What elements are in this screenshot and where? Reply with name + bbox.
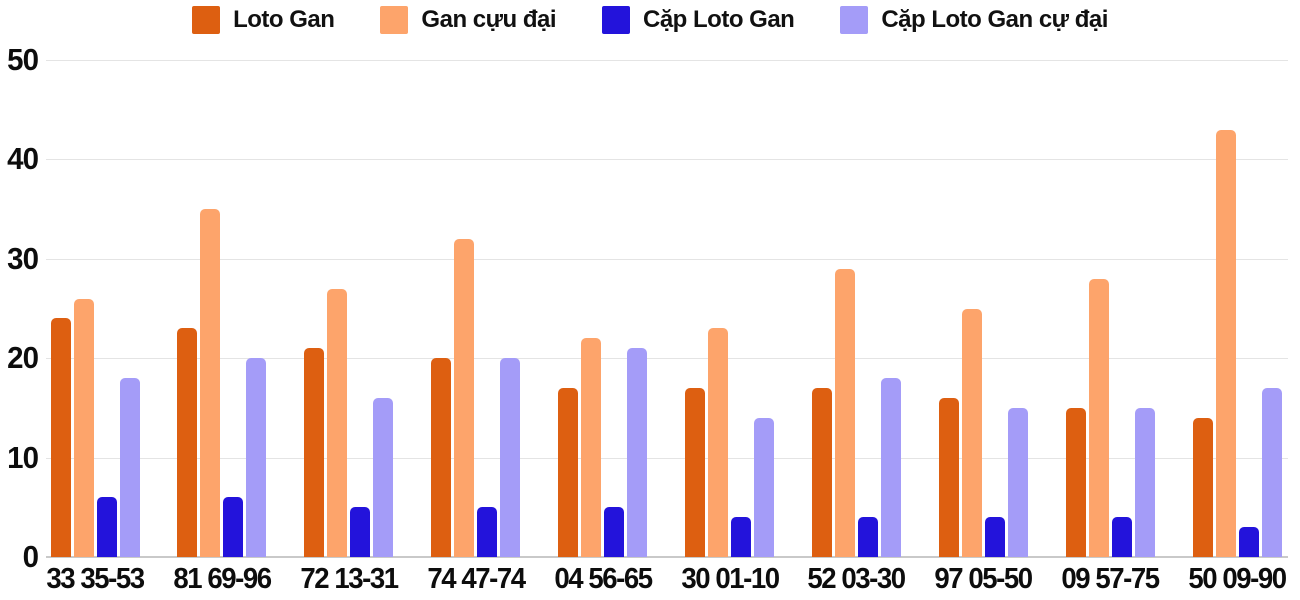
bar bbox=[581, 338, 602, 557]
bar bbox=[50, 318, 71, 557]
bar bbox=[961, 308, 982, 557]
gridline bbox=[46, 159, 1288, 161]
bar bbox=[431, 358, 452, 557]
gridline bbox=[46, 457, 1288, 459]
bar bbox=[350, 507, 371, 557]
gridline bbox=[46, 358, 1288, 360]
legend-item: Cặp Loto Gan bbox=[602, 6, 795, 34]
bar bbox=[1134, 407, 1155, 557]
x-axis-category-label: 04 56-65 bbox=[553, 563, 653, 595]
legend-label: Gan cựu đại bbox=[421, 6, 556, 33]
bar bbox=[200, 209, 221, 557]
bar bbox=[1215, 129, 1236, 557]
bar bbox=[500, 358, 521, 557]
bar bbox=[73, 298, 94, 557]
x-axis-category-label: 72 13-31 bbox=[300, 563, 399, 595]
legend-item: Loto Gan bbox=[192, 6, 335, 34]
gridline bbox=[46, 258, 1288, 260]
bar bbox=[731, 517, 751, 557]
x-axis-category-label: 30 01-10 bbox=[680, 563, 780, 595]
bar bbox=[1088, 278, 1109, 557]
x-axis-category-label: 74 47-74 bbox=[427, 563, 526, 595]
bar bbox=[984, 517, 1005, 557]
bar bbox=[1238, 527, 1259, 557]
legend-swatch bbox=[840, 6, 869, 34]
bar bbox=[685, 388, 705, 557]
x-axis-category-label: 81 69-96 bbox=[173, 563, 272, 595]
x-axis-category-label: 52 03-30 bbox=[807, 563, 907, 595]
bar bbox=[604, 507, 625, 557]
bar bbox=[627, 348, 648, 557]
x-axis-category-label: 50 09-90 bbox=[1188, 563, 1287, 595]
bar bbox=[119, 378, 140, 557]
bar bbox=[811, 388, 832, 557]
legend-item: Cặp Loto Gan cự đại bbox=[840, 6, 1108, 34]
bar bbox=[834, 268, 855, 557]
bar bbox=[1192, 417, 1213, 557]
chart-legend: Loto Gan Gan cựu đại Cặp Loto Gan Cặp Loto … bbox=[0, 6, 1300, 34]
y-axis-tick-label: 50 bbox=[7, 42, 39, 77]
bar bbox=[454, 238, 475, 557]
bar bbox=[304, 348, 325, 557]
gridline bbox=[46, 60, 1288, 61]
bar bbox=[96, 497, 117, 557]
bar bbox=[708, 328, 728, 557]
bar bbox=[327, 288, 348, 557]
bar bbox=[754, 417, 774, 557]
legend-swatch bbox=[602, 6, 630, 34]
bar bbox=[1007, 407, 1028, 557]
y-axis-tick-label: 10 bbox=[7, 439, 39, 475]
bar bbox=[177, 328, 198, 557]
x-axis-category-label: 33 35-53 bbox=[46, 563, 145, 595]
bar bbox=[373, 397, 394, 557]
bar bbox=[880, 378, 901, 557]
y-axis-tick-label: 30 bbox=[7, 240, 39, 276]
legend-swatch bbox=[192, 6, 221, 34]
legend-label: Cặp Loto Gan cự đại bbox=[881, 6, 1108, 33]
bar bbox=[1111, 517, 1132, 557]
y-axis-tick-label: 20 bbox=[7, 340, 39, 376]
bar bbox=[1261, 388, 1282, 557]
bar bbox=[558, 388, 579, 557]
bar bbox=[857, 517, 878, 557]
bar bbox=[246, 358, 267, 557]
legend-label: Cặp Loto Gan bbox=[643, 6, 795, 33]
x-axis-line bbox=[46, 556, 1288, 558]
y-axis-tick-label: 40 bbox=[7, 141, 39, 177]
bar bbox=[477, 507, 498, 557]
x-axis-category-label: 97 05-50 bbox=[934, 563, 1034, 595]
y-axis-tick-label: 0 bbox=[22, 539, 39, 574]
bar bbox=[223, 497, 244, 557]
legend-swatch bbox=[380, 6, 409, 34]
legend-item: Gan cựu đại bbox=[380, 6, 556, 34]
legend-label: Loto Gan bbox=[233, 6, 335, 33]
bar bbox=[938, 397, 959, 557]
x-axis-category-label: 09 57-75 bbox=[1061, 563, 1161, 595]
bar bbox=[1065, 407, 1086, 557]
